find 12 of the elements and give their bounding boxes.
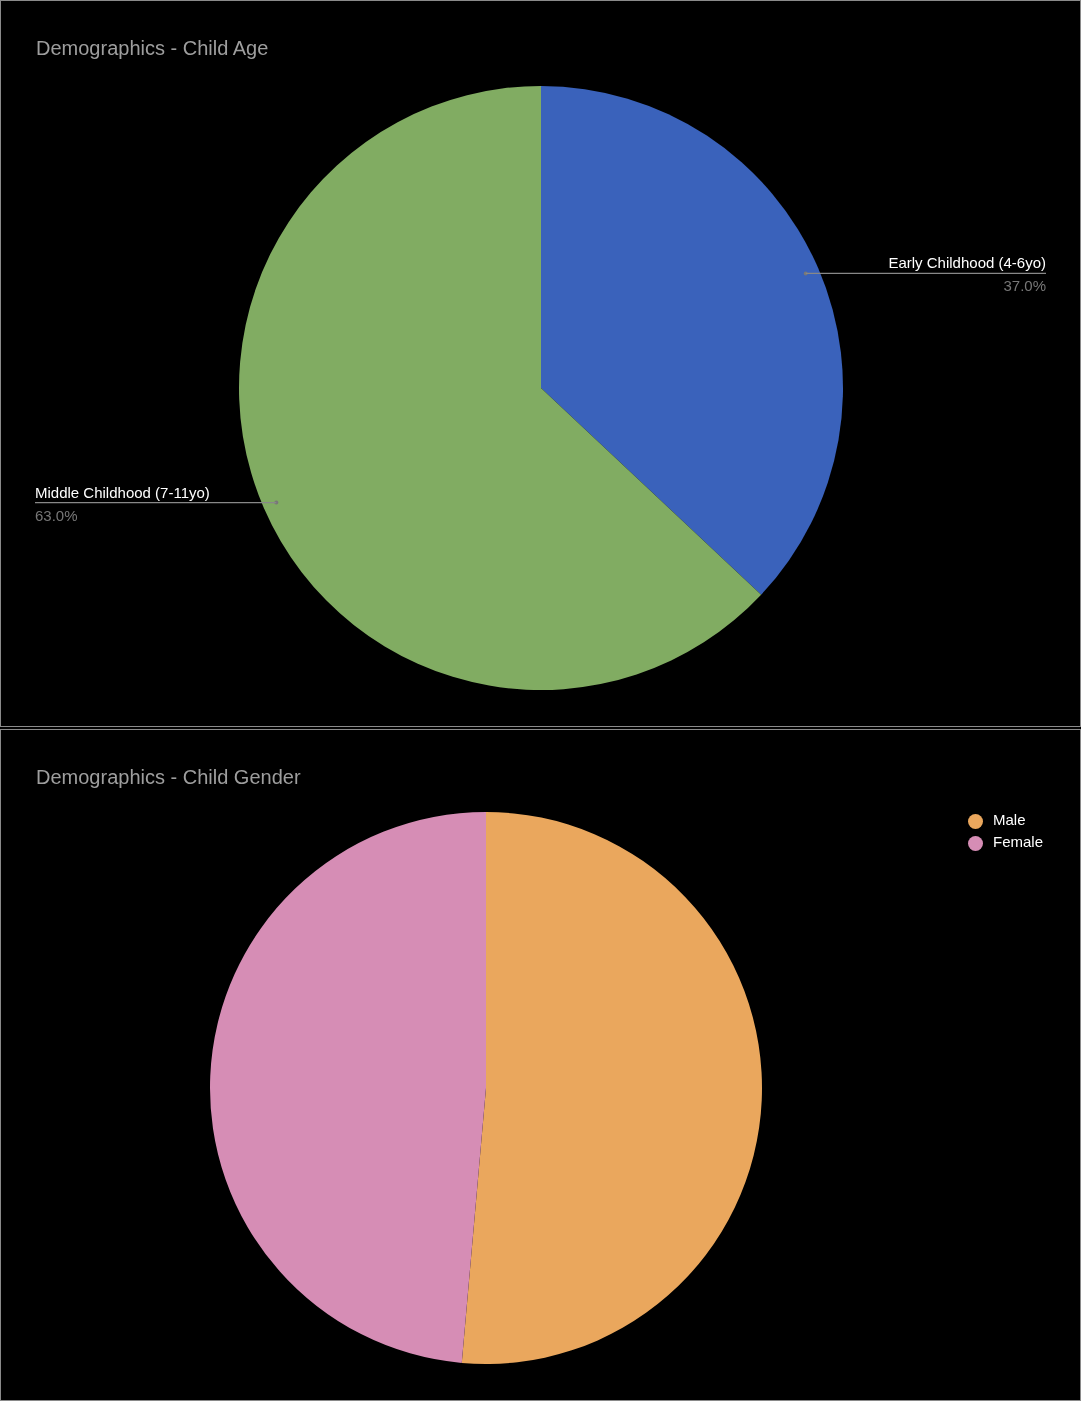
legend-label: Male <box>992 811 1026 828</box>
pie-slice <box>239 86 762 690</box>
data-label: 63.0% <box>35 506 78 524</box>
chart-title: Demographics - Child Age <box>36 37 269 60</box>
chart-title: Demographics - Child Gender <box>36 766 301 789</box>
data-label: 37.0% <box>1003 277 1046 295</box>
legend-label: Female <box>992 833 1043 850</box>
pie-slice <box>210 812 486 1363</box>
pie-slice <box>541 86 843 595</box>
slice-label: Middle Childhood (7-11yo) <box>35 483 210 501</box>
pie-slice <box>461 812 762 1364</box>
slice-label: Early Childhood (4-6yo) <box>888 254 1046 272</box>
